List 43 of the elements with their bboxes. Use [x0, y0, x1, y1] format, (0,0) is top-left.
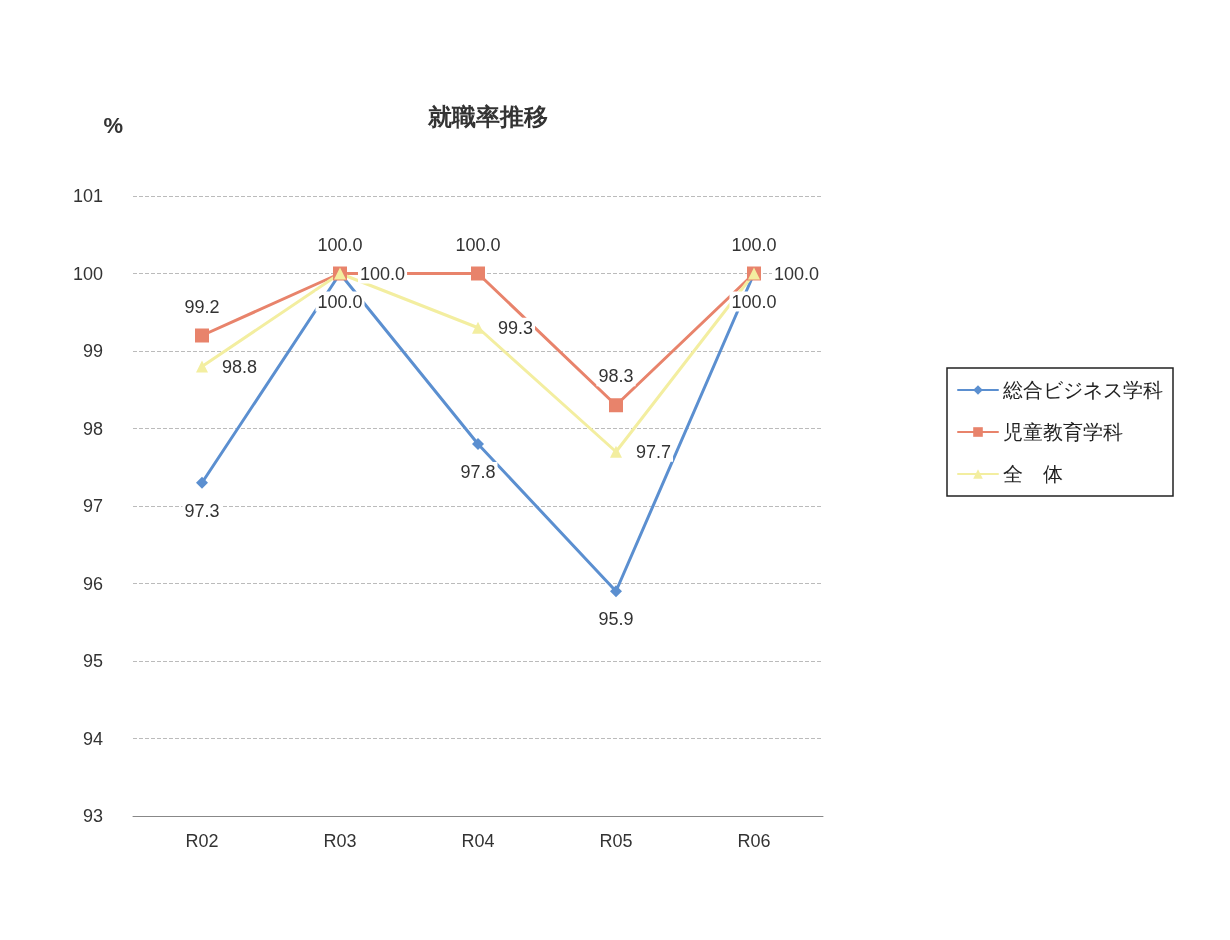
legend-label: 総合ビジネス学科: [1002, 378, 1163, 402]
point: [196, 476, 208, 489]
y-tick-label: 97: [82, 496, 103, 516]
legend-label: 児童教育学科: [1003, 420, 1123, 444]
legend-label: 全 体: [1003, 462, 1063, 486]
y-tick-label: 94: [82, 728, 103, 749]
point: [472, 321, 484, 334]
data-label: 97.3: [184, 500, 220, 521]
chart-title: 就職率推移: [427, 103, 548, 131]
point: [610, 445, 622, 458]
data-label: 100.0: [317, 291, 363, 312]
y-tick-label: 93: [82, 806, 103, 826]
x-tick-label: R02: [185, 831, 219, 851]
data-label: 100.0: [731, 234, 777, 255]
data-label: 99.3: [498, 317, 534, 338]
y-tick-label: 101: [72, 186, 103, 206]
x-tick-label: R03: [323, 831, 357, 851]
data-label: 100.0: [731, 291, 777, 312]
y-tick-label: 96: [82, 573, 103, 594]
point: [610, 585, 622, 598]
data-label: 98.3: [598, 366, 634, 387]
data-label: 100.0: [317, 234, 363, 255]
y-tick-label: 99: [82, 341, 103, 361]
point: [195, 328, 209, 343]
point: [471, 266, 485, 281]
data-label: 100.0: [455, 234, 501, 255]
data-label: 97.8: [460, 462, 496, 482]
point: [196, 360, 208, 373]
x-tick-label: R05: [599, 831, 633, 851]
point: [609, 398, 623, 413]
y-tick-label: 95: [82, 651, 103, 671]
y-tick-label: 100: [72, 263, 103, 284]
x-tick-label: R06: [737, 831, 771, 851]
data-label: 98.8: [222, 356, 258, 377]
y-tick-label: 98: [82, 418, 103, 439]
data-label: 95.9: [598, 609, 634, 630]
data-label: 100.0: [360, 263, 406, 284]
x-tick-label: R04: [461, 831, 495, 851]
data-label: 97.7: [636, 441, 672, 462]
data-label: 99.2: [184, 296, 220, 317]
point: [472, 438, 484, 450]
y-axis-title: %: [103, 112, 123, 138]
data-label: 100.0: [774, 263, 820, 284]
